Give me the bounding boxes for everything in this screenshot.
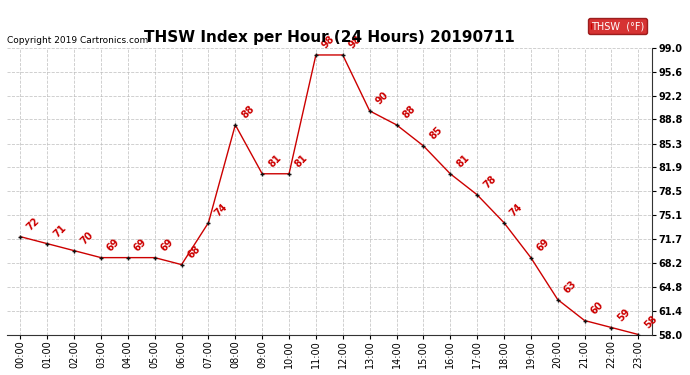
Text: 60: 60 [589, 300, 605, 316]
Point [284, 171, 295, 177]
Text: 74: 74 [213, 202, 229, 219]
Point [391, 122, 402, 128]
Point [149, 255, 160, 261]
Legend: THSW  (°F): THSW (°F) [588, 18, 647, 34]
Point [606, 324, 617, 330]
Text: 69: 69 [159, 237, 175, 254]
Point [418, 143, 429, 149]
Text: 90: 90 [374, 90, 391, 107]
Text: 72: 72 [25, 216, 41, 232]
Title: THSW Index per Hour (24 Hours) 20190711: THSW Index per Hour (24 Hours) 20190711 [144, 30, 515, 45]
Text: 78: 78 [481, 174, 498, 190]
Point [525, 255, 536, 261]
Point [257, 171, 268, 177]
Text: 68: 68 [186, 244, 202, 261]
Text: 59: 59 [615, 307, 632, 323]
Point [310, 52, 322, 58]
Text: Copyright 2019 Cartronics.com: Copyright 2019 Cartronics.com [7, 36, 148, 45]
Point [337, 52, 348, 58]
Text: 81: 81 [293, 153, 310, 170]
Text: 74: 74 [508, 202, 525, 219]
Point [203, 220, 214, 226]
Point [498, 220, 509, 226]
Text: 98: 98 [320, 34, 337, 51]
Point [68, 248, 79, 254]
Text: 69: 69 [132, 237, 148, 254]
Text: 88: 88 [239, 104, 256, 121]
Point [633, 332, 644, 338]
Text: 81: 81 [266, 153, 283, 170]
Text: 98: 98 [347, 34, 364, 51]
Text: 58: 58 [642, 314, 659, 330]
Point [176, 262, 187, 268]
Point [364, 108, 375, 114]
Point [230, 122, 241, 128]
Text: 85: 85 [428, 125, 444, 142]
Point [95, 255, 106, 261]
Point [471, 192, 482, 198]
Point [445, 171, 456, 177]
Text: 88: 88 [401, 104, 417, 121]
Point [122, 255, 133, 261]
Point [41, 241, 52, 247]
Text: 69: 69 [105, 237, 121, 254]
Text: 63: 63 [562, 279, 578, 296]
Point [552, 297, 563, 303]
Text: 70: 70 [78, 230, 95, 246]
Text: 71: 71 [52, 223, 68, 240]
Point [579, 318, 590, 324]
Point [15, 234, 26, 240]
Text: 69: 69 [535, 237, 551, 254]
Text: 81: 81 [455, 153, 471, 170]
